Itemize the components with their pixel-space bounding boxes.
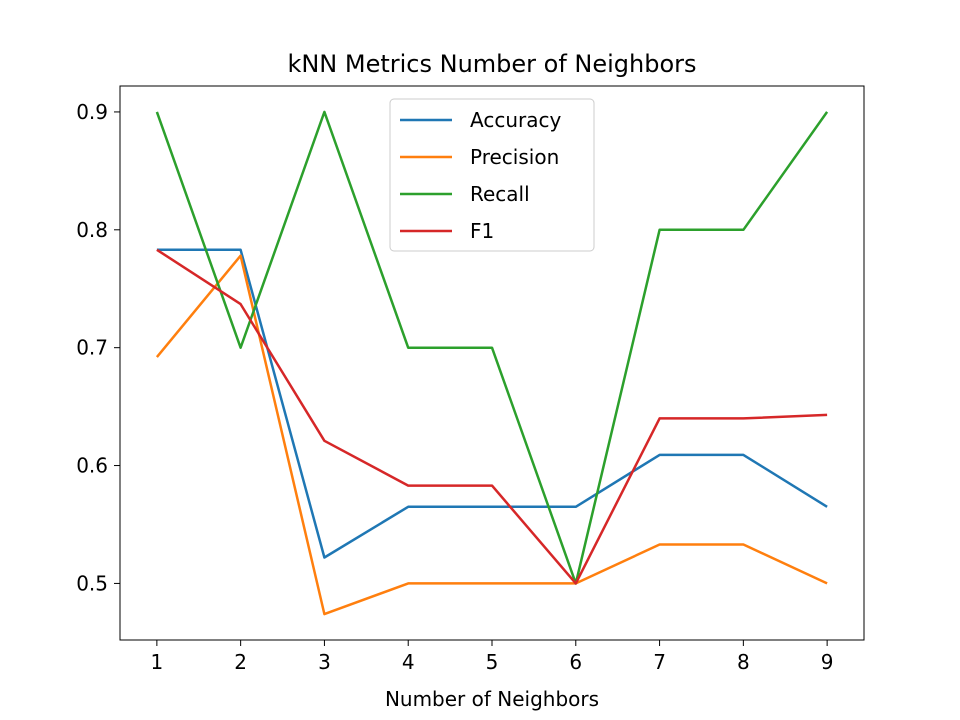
series-line-accuracy xyxy=(156,248,828,559)
x-axis-label: Number of Neighbors xyxy=(385,687,599,711)
x-tick-label: 4 xyxy=(402,650,415,674)
x-tick-label: 6 xyxy=(569,650,582,674)
y-tick-label: 0.5 xyxy=(76,571,108,595)
legend-label-recall: Recall xyxy=(470,182,530,206)
y-tick-label: 0.7 xyxy=(76,336,108,360)
series-line-precision xyxy=(155,254,828,616)
x-tick-label: 2 xyxy=(234,650,247,674)
legend: Accuracy Precision Recall F1 xyxy=(389,98,595,252)
x-tick-label: 8 xyxy=(737,650,750,674)
x-tick-label: 1 xyxy=(150,650,163,674)
y-tick-label: 0.9 xyxy=(76,100,108,124)
legend-label-accuracy: Accuracy xyxy=(470,108,561,132)
x-tick-label: 5 xyxy=(486,650,499,674)
legend-label-precision: Precision xyxy=(470,145,559,169)
chart-title: kNN Metrics Number of Neighbors xyxy=(287,50,696,78)
x-tick-label: 7 xyxy=(653,650,666,674)
x-tick-label: 9 xyxy=(821,650,834,674)
legend-label-f1: F1 xyxy=(470,219,494,243)
series-line-f1 xyxy=(156,248,828,585)
y-tick-label: 0.6 xyxy=(76,454,108,478)
x-axis-ticks: 1 2 3 4 5 6 7 8 9 xyxy=(150,640,834,674)
plot-frame xyxy=(119,85,865,641)
series-line-recall xyxy=(155,110,829,585)
legend-frame xyxy=(389,98,595,252)
x-tick-label: 3 xyxy=(318,650,331,674)
y-axis-ticks: 0.5 0.6 0.7 0.8 0.9 xyxy=(76,100,120,595)
series-layer xyxy=(155,110,829,616)
y-tick-label: 0.8 xyxy=(76,218,108,242)
